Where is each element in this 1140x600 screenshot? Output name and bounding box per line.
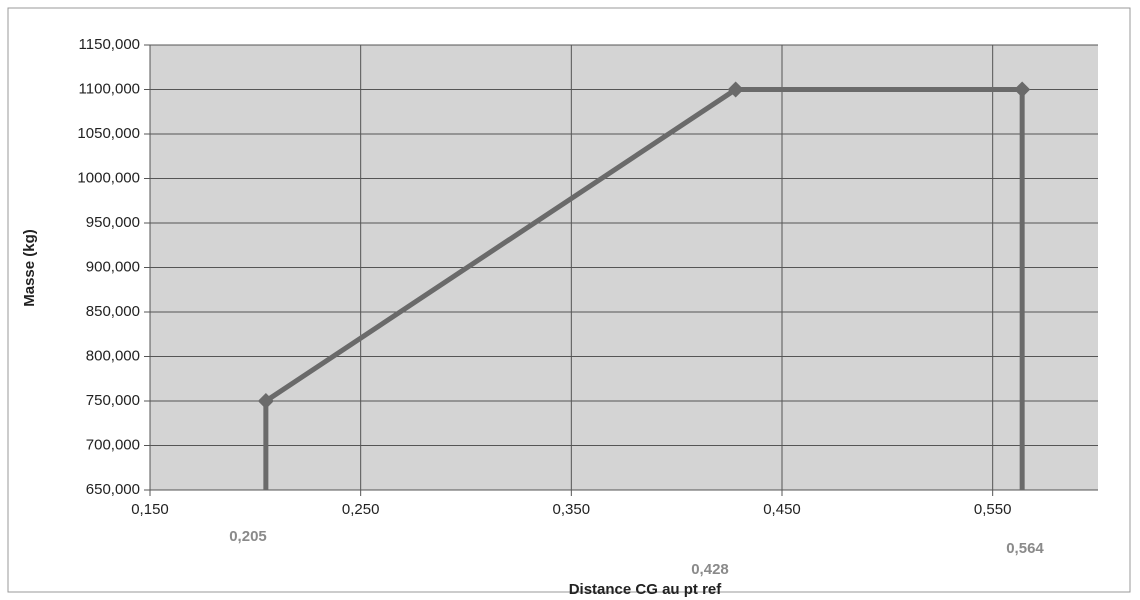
y-tick-label: 850,000	[86, 303, 140, 320]
x-tick-label: 0,250	[342, 501, 380, 518]
y-tick-label: 1050,000	[77, 125, 140, 142]
y-tick-label: 1100,000	[79, 80, 140, 97]
annotation: 0,564	[1006, 540, 1044, 557]
marker	[1014, 81, 1031, 98]
y-axis-label: Masse (kg)	[21, 229, 38, 307]
y-tick-label: 950,000	[86, 214, 140, 231]
y-tick-label: 1150,000	[79, 36, 140, 53]
x-tick-label: 0,350	[553, 501, 591, 518]
x-axis-label: Distance CG au pt ref	[569, 581, 723, 598]
x-tick-label: 0,550	[974, 501, 1012, 518]
y-tick-label: 700,000	[86, 436, 140, 453]
y-tick-label: 750,000	[86, 392, 140, 409]
annotation: 0,428	[691, 561, 729, 578]
y-tick-label: 800,000	[86, 347, 140, 364]
annotation: 0,205	[229, 528, 267, 545]
y-tick-label: 900,000	[86, 258, 140, 275]
x-tick-label: 0,150	[131, 501, 169, 518]
y-tick-label: 650,000	[86, 481, 140, 498]
y-tick-label: 1000,000	[77, 169, 140, 186]
marker	[257, 393, 274, 409]
x-tick-label: 0,450	[763, 501, 801, 518]
marker	[727, 81, 744, 98]
